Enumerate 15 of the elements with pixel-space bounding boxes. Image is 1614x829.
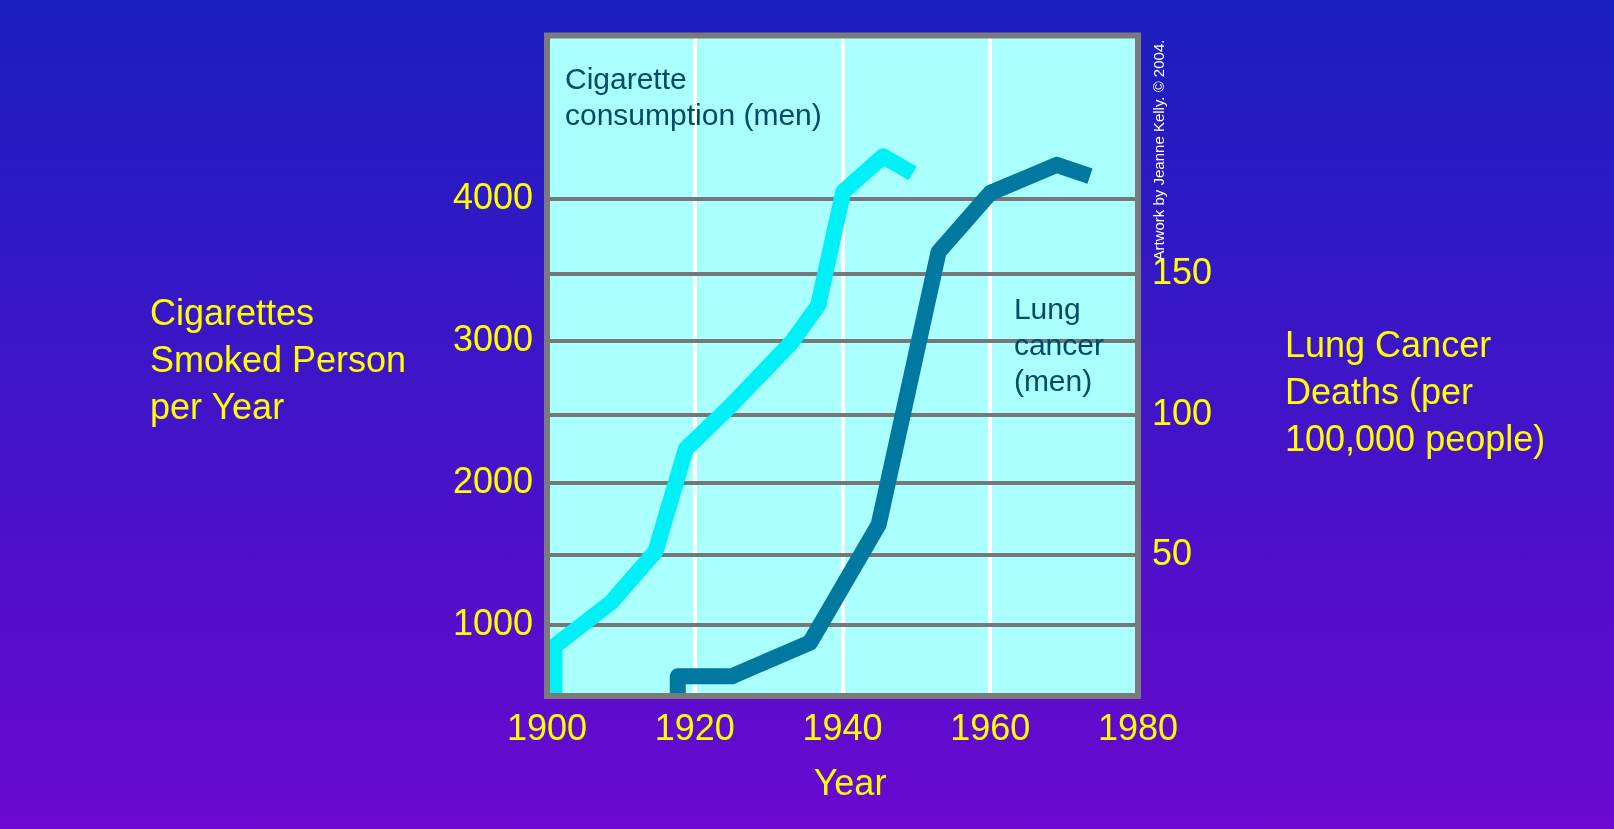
y-tick-label: 1000 [452,601,533,643]
y-tick-label: 2000 [452,459,533,501]
y2-tick-label: 50 [1152,532,1193,574]
x-axis-title: Year [812,761,888,805]
x-tick-label: 1940 [802,706,883,748]
x-tick-label: 1900 [506,706,588,748]
y-tick-label: 3000 [452,317,533,359]
x-tick-label: 1920 [654,706,735,748]
y2-tick-label: 100 [1152,391,1213,433]
x-tick-label: 1980 [1097,706,1179,748]
x-tick-label: 1960 [950,706,1031,748]
y-axis-title: Cigarettes Smoked Person per Year [150,291,408,429]
y-tick-label: 4000 [452,175,533,217]
series-label: Cigarette consumption (men) [565,61,822,131]
y2-axis-title: Lung Cancer Deaths (per 100,000 people) [1285,323,1547,461]
